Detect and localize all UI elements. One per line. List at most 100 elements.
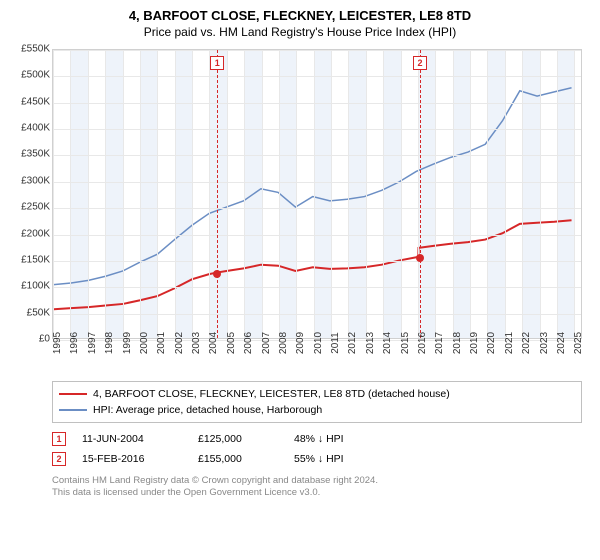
gridline-v	[53, 50, 54, 338]
gridline-h	[53, 314, 581, 315]
gridline-v	[470, 50, 471, 338]
gridline-v	[453, 50, 454, 338]
gridline-v	[244, 50, 245, 338]
gridline-v	[262, 50, 263, 338]
gridline-v	[435, 50, 436, 338]
event-diff: 55% ↓ HPI	[294, 453, 404, 465]
x-tick-label: 2018	[452, 332, 463, 354]
gridline-v	[227, 50, 228, 338]
page-container: 4, BARFOOT CLOSE, FLECKNEY, LEICESTER, L…	[0, 0, 600, 504]
x-tick-label: 1999	[122, 332, 133, 354]
event-date: 15-FEB-2016	[82, 453, 182, 465]
y-tick-label: £0	[10, 334, 50, 345]
x-tick-label: 2008	[278, 332, 289, 354]
chart-lines	[53, 50, 581, 338]
gridline-v	[383, 50, 384, 338]
x-tick-label: 2007	[261, 332, 272, 354]
legend-row: 4, BARFOOT CLOSE, FLECKNEY, LEICESTER, L…	[59, 386, 575, 402]
x-tick-label: 2004	[208, 332, 219, 354]
y-tick-label: £100K	[10, 281, 50, 292]
legend-label: 4, BARFOOT CLOSE, FLECKNEY, LEICESTER, L…	[93, 388, 450, 400]
x-tick-label: 1997	[87, 332, 98, 354]
x-tick-label: 2013	[365, 332, 376, 354]
x-tick-label: 2005	[226, 332, 237, 354]
event-row: 2 15-FEB-2016 £155,000 55% ↓ HPI	[52, 449, 582, 469]
x-tick-label: 2016	[417, 332, 428, 354]
legend-box: 4, BARFOOT CLOSE, FLECKNEY, LEICESTER, L…	[52, 381, 582, 423]
event-diff: 48% ↓ HPI	[294, 433, 404, 445]
plot-region: 12	[52, 49, 582, 339]
y-tick-label: £400K	[10, 123, 50, 134]
gridline-v	[487, 50, 488, 338]
gridline-v	[505, 50, 506, 338]
x-tick-label: 2020	[486, 332, 497, 354]
event-dot	[213, 270, 221, 278]
y-tick-label: £450K	[10, 96, 50, 107]
x-tick-label: 2014	[382, 332, 393, 354]
x-tick-label: 2017	[434, 332, 445, 354]
footer-attribution: Contains HM Land Registry data © Crown c…	[52, 475, 582, 500]
gridline-v	[348, 50, 349, 338]
legend-swatch	[59, 393, 87, 395]
chart-area: 12 £0£50K£100K£150K£200K£250K£300K£350K£…	[10, 45, 590, 375]
gridline-v	[175, 50, 176, 338]
legend-row: HPI: Average price, detached house, Harb…	[59, 402, 575, 418]
title-block: 4, BARFOOT CLOSE, FLECKNEY, LEICESTER, L…	[10, 8, 590, 39]
gridline-v	[574, 50, 575, 338]
gridline-v	[209, 50, 210, 338]
event-dot	[416, 254, 424, 262]
y-tick-label: £250K	[10, 202, 50, 213]
event-row: 111-JUN-2004£125,00048% ↓ HPI	[52, 429, 582, 449]
x-tick-label: 2021	[504, 332, 515, 354]
chart-title: 4, BARFOOT CLOSE, FLECKNEY, LEICESTER, L…	[10, 8, 590, 23]
y-tick-label: £300K	[10, 175, 50, 186]
y-tick-label: £550K	[10, 44, 50, 55]
gridline-v	[522, 50, 523, 338]
x-tick-label: 2010	[313, 332, 324, 354]
footer-line: Contains HM Land Registry data © Crown c…	[52, 475, 582, 487]
gridline-h	[53, 287, 581, 288]
event-price: £155,000	[198, 453, 278, 465]
chart-subtitle: Price paid vs. HM Land Registry's House …	[10, 25, 590, 39]
x-tick-label: 2012	[347, 332, 358, 354]
event-vline	[217, 50, 218, 338]
gridline-v	[540, 50, 541, 338]
x-tick-label: 2001	[156, 332, 167, 354]
legend-label: HPI: Average price, detached house, Harb…	[93, 404, 322, 416]
gridline-v	[331, 50, 332, 338]
gridline-v	[192, 50, 193, 338]
event-marker-box: 1	[210, 56, 224, 70]
gridline-h	[53, 208, 581, 209]
gridline-h	[53, 129, 581, 130]
gridline-v	[105, 50, 106, 338]
x-tick-label: 2011	[330, 332, 341, 354]
gridline-h	[53, 235, 581, 236]
event-row-marker: 2	[52, 452, 66, 466]
x-tick-label: 2022	[521, 332, 532, 354]
y-tick-label: £500K	[10, 70, 50, 81]
gridline-v	[140, 50, 141, 338]
footer-line: This data is licensed under the Open Gov…	[52, 487, 582, 499]
gridline-v	[157, 50, 158, 338]
gridline-h	[53, 50, 581, 51]
y-tick-label: £200K	[10, 228, 50, 239]
gridline-h	[53, 182, 581, 183]
y-tick-label: £50K	[10, 307, 50, 318]
x-tick-label: 2009	[295, 332, 306, 354]
gridline-v	[123, 50, 124, 338]
x-tick-label: 2024	[556, 332, 567, 354]
event-marker-box: 2	[413, 56, 427, 70]
x-tick-label: 1998	[104, 332, 115, 354]
gridline-v	[366, 50, 367, 338]
gridline-v	[314, 50, 315, 338]
y-tick-label: £350K	[10, 149, 50, 160]
x-tick-label: 1996	[69, 332, 80, 354]
gridline-v	[296, 50, 297, 338]
gridline-v	[401, 50, 402, 338]
gridline-v	[418, 50, 419, 338]
gridline-v	[88, 50, 89, 338]
x-tick-label: 2003	[191, 332, 202, 354]
x-tick-label: 2019	[469, 332, 480, 354]
event-date: 11-JUN-2004	[82, 433, 182, 445]
y-tick-label: £150K	[10, 254, 50, 265]
